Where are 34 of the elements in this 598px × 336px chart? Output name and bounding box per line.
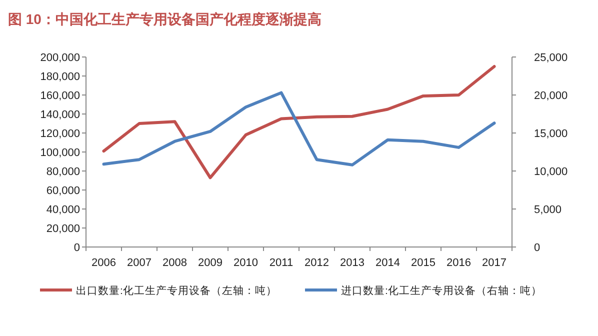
y2-tick-label: 15,000 <box>534 128 568 140</box>
y-tick-label: 100,000 <box>40 147 80 159</box>
y-tick-label: 0 <box>74 242 80 254</box>
x-tick-label: 2008 <box>162 257 187 269</box>
y-tick-label: 60,000 <box>46 185 80 197</box>
x-tick-label: 2010 <box>234 257 258 269</box>
y2-tick-label: 20,000 <box>534 90 568 102</box>
x-tick-label: 2016 <box>446 257 471 269</box>
legend-label: 出口数量:化工生产专用设备（左轴：吨） <box>76 284 277 297</box>
x-tick-label: 2017 <box>482 257 506 269</box>
y-tick-label: 200,000 <box>40 52 80 64</box>
y-tick-label: 40,000 <box>46 204 80 216</box>
y-tick-label: 140,000 <box>40 109 80 121</box>
legend-label: 进口数量:化工生产专用设备（右轴：吨） <box>341 284 542 297</box>
y-tick-label: 20,000 <box>46 223 80 235</box>
x-tick-label: 2012 <box>304 257 329 269</box>
line-series <box>102 91 496 166</box>
y2-tick-label: 10,000 <box>534 166 568 178</box>
x-tick-label: 2009 <box>198 257 222 269</box>
y2-tick-label: 0 <box>534 242 540 254</box>
y2-tick-label: 5,000 <box>534 204 562 216</box>
line-series <box>102 65 496 180</box>
y2-tick-label: 25,000 <box>534 52 568 64</box>
y-tick-label: 180,000 <box>40 71 80 83</box>
x-tick-label: 2006 <box>92 257 116 269</box>
x-tick-label: 2015 <box>411 257 436 269</box>
y-tick-label: 120,000 <box>40 128 80 140</box>
x-tick-label: 2013 <box>340 257 364 269</box>
x-tick-label: 2011 <box>269 257 294 269</box>
x-tick-label: 2014 <box>376 257 400 269</box>
y-tick-label: 80,000 <box>46 166 80 178</box>
chart-title: 图 10：中国化工生产专用设备国产化程度逐渐提高 <box>8 11 322 27</box>
x-tick-label: 2007 <box>127 257 152 269</box>
y-tick-label: 160,000 <box>40 90 80 102</box>
